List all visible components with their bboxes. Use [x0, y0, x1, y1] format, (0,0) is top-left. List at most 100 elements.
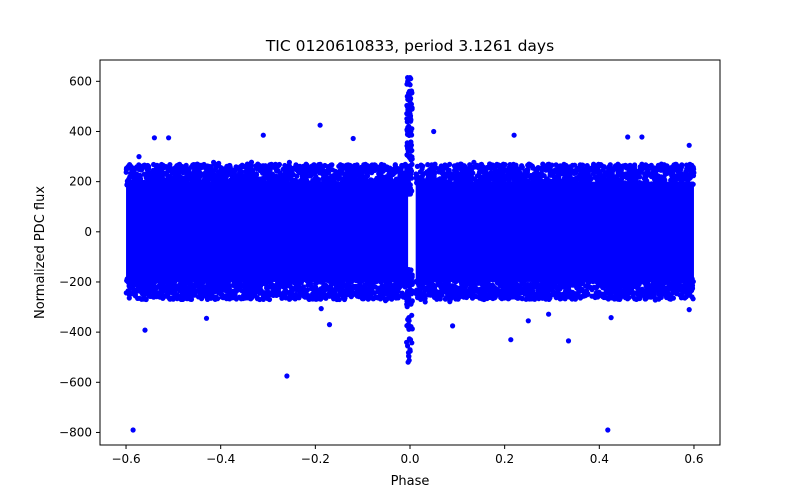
data-point: [223, 293, 229, 299]
data-point: [613, 290, 619, 296]
data-point: [690, 168, 696, 174]
spike-point: [409, 281, 415, 287]
data-point: [442, 296, 448, 302]
data-point: [205, 175, 211, 181]
data-point: [159, 173, 165, 179]
data-point: [531, 277, 537, 283]
spike-point: [407, 143, 413, 149]
data-point: [259, 279, 265, 285]
data-point: [490, 172, 496, 178]
data-point: [498, 279, 504, 285]
data-point: [291, 279, 297, 285]
data-point: [206, 282, 212, 288]
data-point: [161, 180, 167, 187]
spike-point: [405, 124, 411, 131]
data-point: [276, 161, 282, 168]
data-point: [454, 162, 460, 168]
data-point: [425, 162, 431, 168]
data-point: [605, 169, 611, 175]
data-point: [615, 180, 621, 187]
data-point: [279, 295, 285, 301]
data-point: [571, 277, 578, 283]
data-point: [662, 169, 668, 175]
data-point: [467, 277, 473, 283]
data-point: [683, 182, 689, 188]
data-point: [407, 347, 413, 353]
data-point: [645, 182, 652, 188]
data-point: [216, 169, 222, 175]
data-point: [398, 165, 404, 171]
data-point: [542, 277, 548, 283]
data-point: [413, 175, 419, 181]
data-point: [294, 287, 300, 293]
data-point: [520, 289, 527, 295]
data-point: [511, 164, 517, 170]
data-point: [406, 81, 412, 87]
data-point: [407, 96, 414, 102]
data-point: [175, 178, 182, 184]
data-point: [587, 180, 593, 186]
data-point: [388, 182, 394, 188]
data-point: [511, 132, 517, 138]
data-point: [467, 292, 473, 299]
data-point: [301, 289, 307, 295]
data-point: [474, 277, 480, 283]
data-point: [126, 176, 132, 182]
data-point: [171, 290, 178, 296]
data-point: [314, 278, 320, 284]
data-point: [669, 182, 675, 188]
data-point: [544, 164, 550, 170]
dense-band-right: [415, 181, 694, 282]
data-point: [146, 276, 152, 282]
data-point: [639, 163, 645, 169]
data-point: [155, 176, 161, 182]
y-tick-label: −600: [59, 375, 92, 389]
data-point: [452, 168, 458, 174]
data-point: [664, 286, 670, 293]
data-point: [246, 295, 252, 301]
data-point: [624, 181, 631, 187]
data-point: [208, 278, 214, 284]
data-point: [210, 176, 216, 183]
data-point: [173, 171, 179, 177]
data-point: [516, 286, 522, 293]
data-point: [517, 177, 524, 183]
data-point: [165, 282, 171, 288]
data-point: [573, 167, 580, 173]
data-point: [128, 276, 134, 282]
data-point: [296, 283, 302, 289]
data-point: [244, 278, 250, 284]
data-point: [481, 279, 487, 286]
data-point: [350, 180, 356, 186]
data-point: [637, 295, 643, 302]
data-point: [151, 135, 157, 141]
data-point: [302, 172, 308, 178]
data-point: [212, 296, 218, 302]
data-point: [228, 180, 234, 186]
data-point: [552, 177, 558, 183]
data-point: [406, 103, 412, 109]
data-point: [358, 279, 364, 285]
data-point: [317, 291, 323, 297]
data-point: [665, 277, 671, 283]
data-point: [288, 165, 295, 171]
data-point: [508, 286, 515, 292]
data-point: [228, 171, 234, 177]
data-point: [267, 167, 273, 173]
data-point: [219, 172, 225, 178]
data-point: [179, 285, 185, 291]
data-point: [434, 296, 440, 302]
data-point: [618, 288, 624, 294]
data-point: [318, 286, 324, 292]
x-tick-label: 0.4: [590, 452, 609, 466]
data-point: [569, 296, 575, 302]
data-point: [281, 182, 287, 188]
data-point: [556, 275, 562, 282]
data-point: [325, 170, 332, 176]
data-point: [378, 161, 385, 168]
data-point: [682, 174, 688, 180]
data-point: [138, 167, 145, 173]
data-point: [233, 286, 239, 293]
data-point: [561, 163, 567, 169]
